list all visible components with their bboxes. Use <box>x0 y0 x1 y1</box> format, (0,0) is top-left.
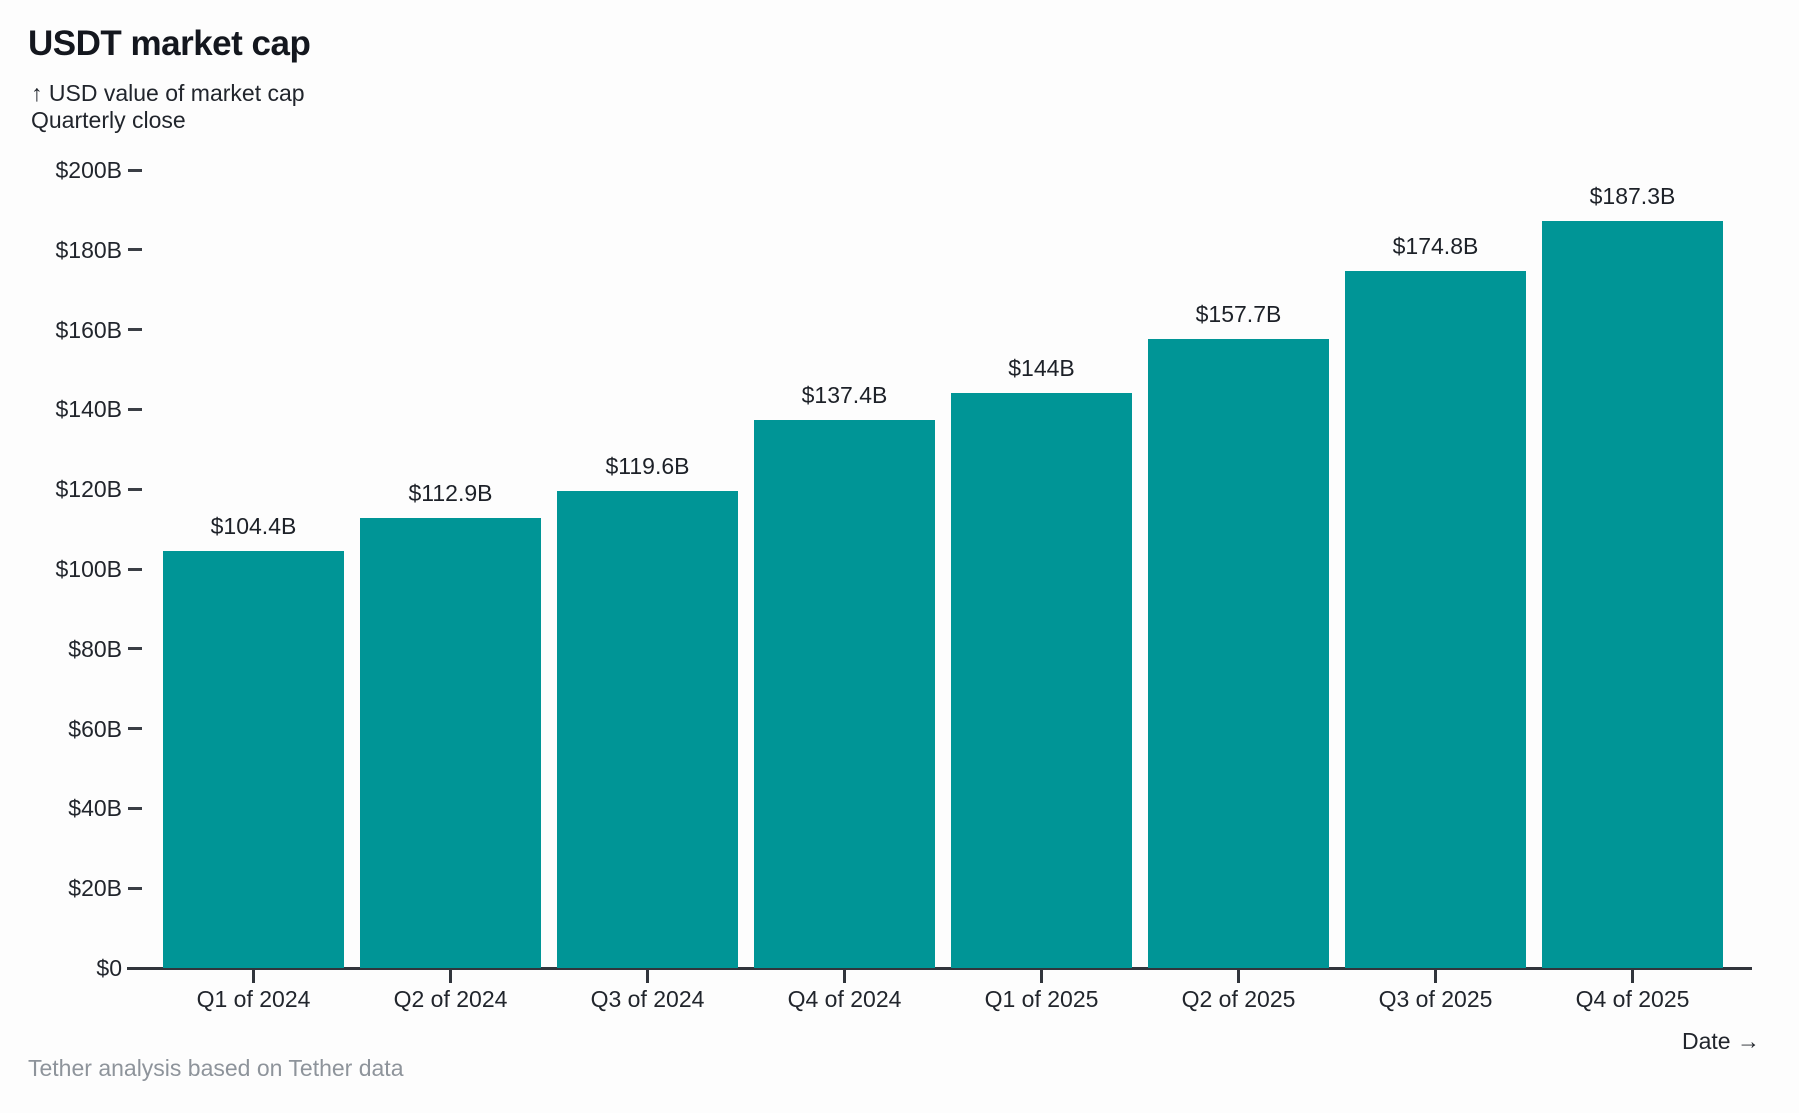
y-tick-mark <box>128 567 142 571</box>
y-tick-mark <box>128 248 142 252</box>
bar-value-label: $112.9B <box>408 480 493 506</box>
x-tick-label: Q2 of 2025 <box>1181 986 1296 1012</box>
x-tick-mark <box>1434 970 1437 983</box>
y-tick-label: $160B <box>55 316 122 343</box>
source-note: Tether analysis based on Tether data <box>28 1055 404 1081</box>
x-tick-mark <box>1040 970 1043 983</box>
y-tick-label: $80B <box>68 635 122 662</box>
y-tick-label: $100B <box>55 556 122 582</box>
x-tick-mark <box>843 970 846 983</box>
x-tick-label: Q4 of 2025 <box>1575 986 1690 1012</box>
y-tick-mark <box>128 727 142 731</box>
y-tick-label: $0 <box>96 955 122 981</box>
x-tick-label: Q3 of 2024 <box>590 986 705 1012</box>
up-arrow-icon: ↑ <box>31 80 43 106</box>
y-tick-mark <box>128 806 142 810</box>
y-tick-mark <box>128 886 142 890</box>
right-arrow-icon: → <box>1737 1028 1760 1054</box>
bar <box>754 420 935 968</box>
y-tick-mark <box>128 487 142 491</box>
x-tick-mark <box>252 970 255 983</box>
y-tick-label: $140B <box>55 396 122 423</box>
bar <box>951 393 1132 968</box>
bar <box>1148 339 1329 968</box>
x-axis-line <box>127 967 1752 970</box>
x-tick-mark <box>1237 970 1240 983</box>
bar-value-label: $104.4B <box>210 513 297 539</box>
bar <box>557 491 738 968</box>
x-tick-mark <box>449 970 452 983</box>
x-tick-label: Q3 of 2025 <box>1378 986 1493 1012</box>
x-tick-label: Q1 of 2024 <box>196 986 311 1012</box>
x-tick-label: Q2 of 2024 <box>393 986 508 1012</box>
x-tick-label: Q1 of 2025 <box>984 986 1099 1012</box>
bar-value-label: $187.3B <box>1589 183 1676 209</box>
bar-value-label: $144B <box>1008 355 1075 381</box>
y-tick-mark <box>128 168 142 172</box>
x-axis-title: Date → <box>1682 1028 1760 1055</box>
y-tick-label: $40B <box>68 795 122 822</box>
subtitle-line1: ↑ USD value of market cap <box>31 80 305 107</box>
y-tick-label: $180B <box>55 236 122 263</box>
bar <box>1345 271 1526 968</box>
x-tick-label: Q4 of 2024 <box>787 986 902 1012</box>
chart-title: USDT market cap <box>28 24 311 63</box>
y-tick-mark <box>128 647 142 651</box>
bar <box>1542 221 1723 968</box>
bar-value-label: $119.6B <box>605 453 690 479</box>
chart-subtitle: ↑ USD value of market cap Quarterly clos… <box>31 80 305 134</box>
y-axis-description: USD value of market cap <box>48 80 305 106</box>
subtitle-line2: Quarterly close <box>31 107 186 133</box>
x-tick-mark <box>1631 970 1634 983</box>
bar <box>360 518 541 968</box>
y-tick-label: $120B <box>55 476 122 503</box>
x-tick-mark <box>646 970 649 983</box>
bar-value-label: $157.7B <box>1195 301 1282 327</box>
bar-value-label: $174.8B <box>1392 233 1479 259</box>
y-tick-label: $60B <box>68 715 122 742</box>
y-tick-mark <box>128 328 142 332</box>
y-tick-mark <box>128 407 142 411</box>
y-tick-label: $20B <box>68 875 122 902</box>
y-tick-label: $200B <box>55 157 122 183</box>
bar-value-label: $137.4B <box>801 382 888 408</box>
bar <box>163 551 344 968</box>
x-axis-title-label: Date <box>1682 1028 1731 1054</box>
